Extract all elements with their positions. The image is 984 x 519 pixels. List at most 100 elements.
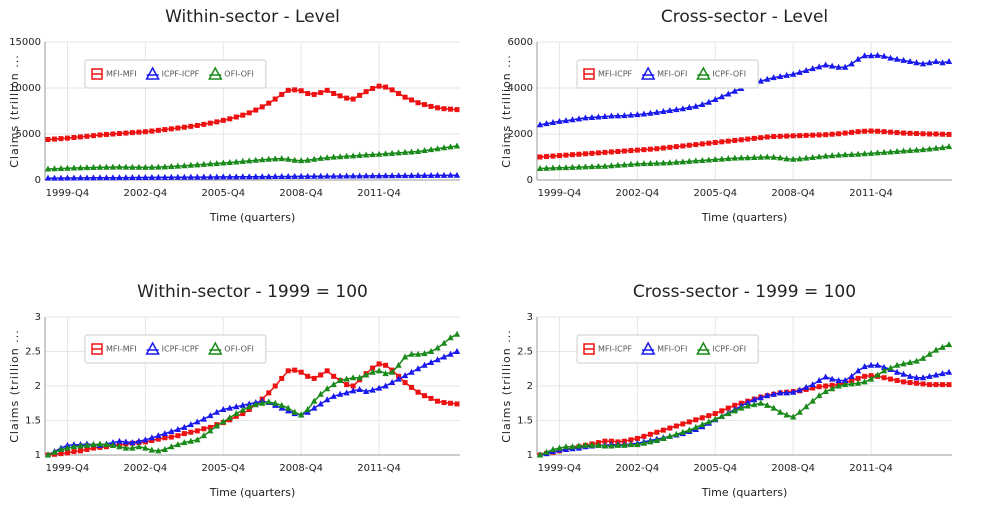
marker — [343, 375, 350, 382]
marker — [90, 174, 97, 181]
marker — [64, 450, 70, 456]
marker — [842, 130, 848, 136]
marker — [246, 173, 253, 180]
marker — [109, 163, 117, 170]
marker — [96, 163, 104, 170]
marker — [233, 114, 239, 120]
marker — [84, 133, 90, 139]
marker — [893, 147, 901, 154]
marker — [109, 174, 117, 181]
marker — [920, 381, 926, 387]
y-tick-label: 10000 — [9, 83, 41, 94]
marker — [266, 390, 272, 396]
marker — [375, 384, 383, 391]
marker — [187, 173, 195, 180]
marker — [240, 112, 246, 118]
marker — [44, 174, 52, 181]
marker — [725, 405, 731, 411]
marker — [148, 173, 156, 180]
marker — [880, 148, 888, 155]
marker — [356, 374, 363, 381]
marker — [680, 143, 686, 149]
marker — [155, 432, 162, 439]
marker — [777, 408, 784, 415]
marker — [790, 133, 796, 139]
marker — [129, 174, 136, 181]
marker — [692, 157, 700, 164]
marker — [640, 160, 648, 167]
marker — [336, 376, 344, 383]
marker — [861, 150, 868, 157]
marker — [448, 400, 454, 406]
marker — [679, 105, 687, 112]
marker — [705, 98, 712, 105]
marker — [272, 383, 278, 389]
marker — [454, 107, 460, 113]
marker — [945, 368, 953, 375]
marker — [783, 411, 790, 418]
marker — [310, 404, 318, 411]
marker — [914, 380, 920, 386]
marker — [901, 379, 907, 385]
marker — [719, 408, 725, 414]
marker — [304, 405, 311, 412]
marker — [926, 59, 933, 66]
marker — [920, 131, 926, 137]
marker — [926, 372, 933, 379]
marker — [906, 58, 914, 65]
marker — [907, 130, 913, 136]
marker — [428, 395, 434, 401]
marker — [867, 361, 875, 368]
marker — [330, 381, 337, 388]
marker — [848, 60, 855, 67]
marker — [239, 401, 246, 408]
x-tick-label: 1999-Q4 — [46, 188, 90, 199]
marker — [375, 367, 383, 374]
x-tick-label: 2002-Q4 — [124, 463, 168, 474]
marker — [933, 131, 939, 137]
marker — [699, 415, 705, 421]
marker — [823, 132, 829, 138]
marker — [135, 437, 143, 444]
marker — [323, 172, 331, 179]
legend-label: ICPF-OFI — [712, 345, 746, 354]
marker — [939, 59, 946, 66]
marker — [932, 346, 940, 353]
legend-label: ICPF-OFI — [712, 70, 746, 79]
marker — [116, 437, 123, 444]
marker — [363, 89, 369, 95]
marker — [601, 113, 609, 120]
marker — [939, 343, 946, 350]
marker — [628, 437, 634, 443]
marker — [796, 408, 803, 415]
marker — [699, 101, 706, 108]
marker — [680, 421, 686, 427]
marker — [227, 116, 233, 122]
marker — [757, 394, 764, 401]
marker — [595, 441, 602, 448]
marker — [168, 428, 175, 435]
marker — [356, 385, 363, 392]
marker — [226, 404, 233, 411]
marker — [815, 153, 823, 160]
marker — [90, 133, 96, 139]
y-tick-label: 3 — [35, 312, 41, 323]
y-axis-label: Claims (trillion ... — [8, 329, 21, 443]
marker — [401, 172, 409, 179]
marker — [396, 91, 402, 97]
marker — [415, 389, 421, 395]
x-tick-label: 2008-Q4 — [279, 463, 323, 474]
marker — [233, 173, 240, 180]
marker — [77, 442, 84, 449]
marker — [142, 129, 148, 135]
marker — [601, 162, 609, 169]
x-tick-label: 2008-Q4 — [771, 463, 815, 474]
y-tick-label: 0 — [35, 175, 41, 186]
marker — [880, 363, 888, 370]
marker — [647, 159, 654, 166]
marker — [129, 163, 136, 170]
marker — [200, 160, 208, 167]
marker — [174, 425, 182, 432]
marker — [395, 149, 402, 156]
marker — [84, 446, 90, 452]
